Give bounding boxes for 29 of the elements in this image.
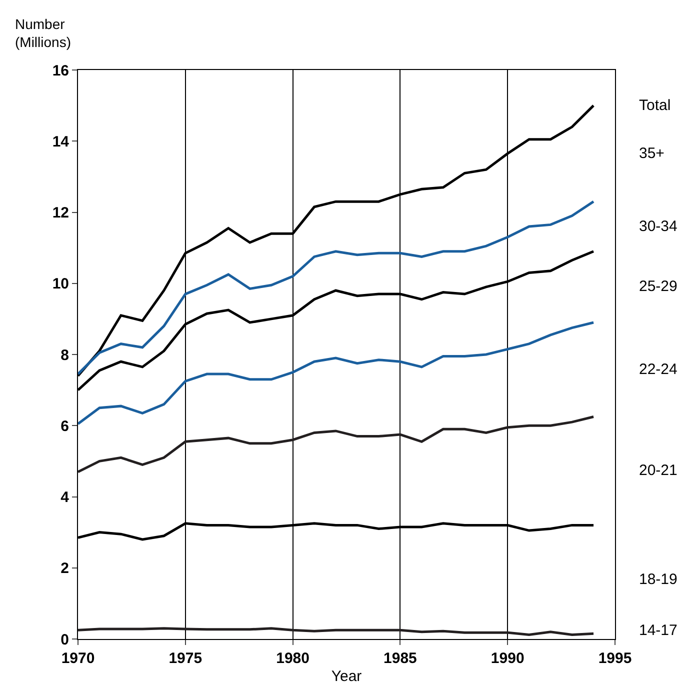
- x-axis-title: Year: [331, 668, 362, 685]
- y-tick-label: 8: [60, 346, 69, 364]
- text: 14-17: [639, 622, 678, 639]
- x-tick-label: 1970: [61, 650, 95, 667]
- x-tick-label: 1995: [598, 650, 632, 667]
- y-tick-label: 16: [52, 62, 69, 80]
- x-tick-label: 1980: [276, 650, 310, 667]
- text: 22-24: [639, 361, 678, 378]
- y-axis-title: Number (Millions): [15, 16, 71, 50]
- text: 18-19: [639, 571, 678, 588]
- y-tick-label: 12: [52, 204, 69, 222]
- x-tick-label: 1990: [490, 650, 524, 667]
- text: 35+: [639, 145, 665, 162]
- x-tick-label: 1975: [168, 650, 202, 667]
- y-tick-label: 14: [52, 133, 70, 150]
- text: 20-21: [639, 462, 678, 479]
- y-tick-label: 10: [52, 276, 69, 293]
- text: Total: [639, 97, 671, 114]
- y-tick-label: 6: [60, 418, 69, 435]
- text: 30-34: [639, 218, 678, 235]
- line-series: [78, 200, 595, 376]
- x-tick-label: 1985: [384, 650, 417, 667]
- y-tick-label: 0: [60, 631, 69, 648]
- line-series: [78, 415, 595, 474]
- text: 25-29: [639, 278, 678, 295]
- y-tick-label: 2: [60, 560, 69, 578]
- y-tick-label: 4: [60, 489, 70, 506]
- line-series: [78, 321, 595, 426]
- line-series: [78, 627, 595, 636]
